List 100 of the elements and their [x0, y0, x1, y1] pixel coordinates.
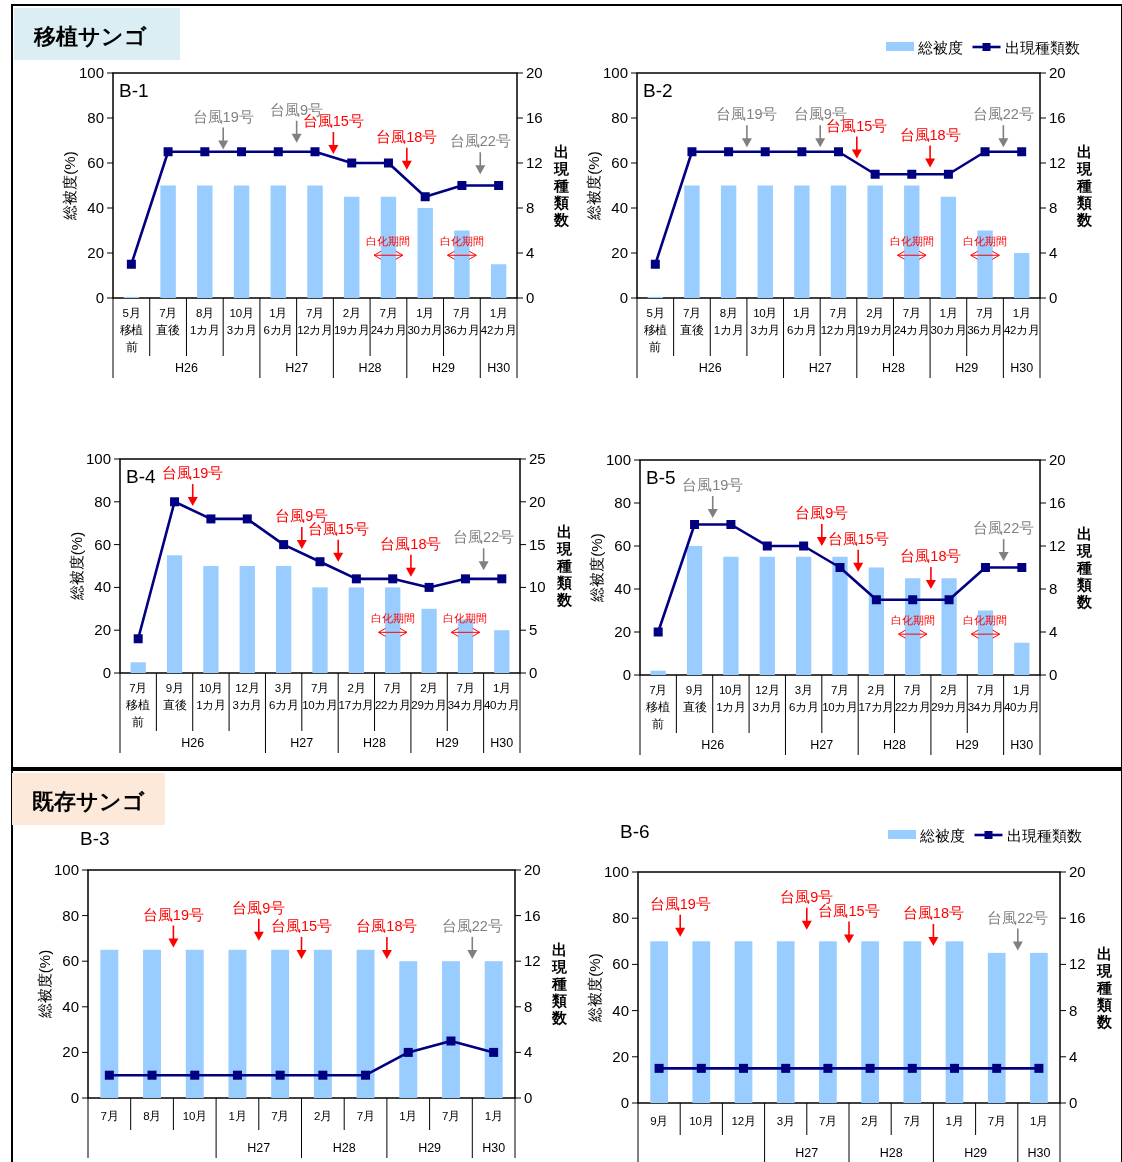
- y-tick-label: 20: [87, 244, 104, 261]
- y2-tick-label: 0: [529, 664, 538, 681]
- bar: [796, 556, 812, 675]
- y2-tick-label: 4: [524, 1043, 533, 1061]
- y2-tick-label: 20: [529, 492, 546, 510]
- bar: [686, 546, 703, 675]
- y2-tick-label: 12: [1069, 955, 1086, 973]
- x-tick-label: 5月移植前: [119, 307, 144, 353]
- bar: [759, 556, 775, 675]
- bar: [868, 567, 884, 675]
- x-tick-label: 10月: [182, 1110, 207, 1122]
- y2-tick-label: 20: [1049, 64, 1066, 81]
- bar: [417, 208, 433, 298]
- bar: [940, 196, 957, 298]
- annotation: 台風18号: [899, 126, 961, 143]
- y2-tick-label: 0: [1049, 289, 1058, 306]
- point: [907, 169, 917, 179]
- annotation: 台風22号: [441, 917, 503, 934]
- bar: [723, 556, 739, 675]
- y2-tick-label: 20: [1049, 451, 1066, 468]
- y-tick-label: 0: [622, 666, 631, 683]
- y2-tick-label: 20: [524, 861, 541, 878]
- x-tick-label: 1月42カ月: [1003, 307, 1040, 336]
- x-tick-label: 8月1カ月: [713, 307, 744, 336]
- y-axis-title: 総被度(%): [588, 533, 605, 603]
- point: [232, 1070, 242, 1080]
- y2-tick-label: 8: [526, 199, 535, 216]
- chart-subtitle: 既存サンゴ: [32, 789, 145, 814]
- y-tick-label: 0: [619, 289, 628, 306]
- y2-tick-label: 5: [529, 621, 538, 639]
- annotation: 台風9号: [795, 505, 849, 521]
- bar: [348, 587, 364, 673]
- annotation: 台風22号: [987, 909, 1049, 926]
- x-tick-label: 2月29カ月: [411, 682, 447, 711]
- x-tick-label: 7月24カ月: [370, 307, 407, 336]
- point: [424, 582, 434, 592]
- text: H30: [482, 1141, 506, 1155]
- text: H29: [435, 736, 459, 750]
- y-tick-label: 0: [95, 289, 104, 306]
- y2-tick-label: 10: [529, 578, 546, 596]
- y-tick-label: 40: [87, 199, 104, 216]
- y-tick-label: 60: [611, 154, 628, 171]
- y2-tick-label: 16: [1049, 494, 1066, 511]
- annotation: 台風19号: [716, 106, 778, 123]
- point: [690, 520, 700, 529]
- x-tick-label: 7月: [271, 1110, 290, 1122]
- point: [237, 147, 247, 157]
- point: [446, 1036, 456, 1046]
- bar: [494, 630, 510, 673]
- x-tick-label: 7月移植前: [126, 682, 151, 728]
- y2-tick-label: 16: [1049, 109, 1066, 126]
- bar: [233, 185, 250, 298]
- point: [133, 634, 143, 644]
- annotation: 白化期間: [366, 235, 411, 248]
- point: [944, 595, 954, 605]
- y-tick-label: 60: [87, 154, 104, 171]
- x-tick-label: 12月3カ月: [232, 682, 263, 711]
- annotation: 台風19号: [192, 108, 254, 125]
- text: H30: [1010, 738, 1034, 752]
- chart-subtitle: 移植サンゴ: [33, 24, 147, 49]
- y-tick-label: 40: [611, 199, 628, 216]
- y-tick-label: 40: [614, 580, 631, 597]
- text: H29: [418, 1141, 442, 1155]
- chart-title: B-1: [119, 80, 149, 101]
- annotation: 台風22号: [449, 133, 511, 150]
- bar: [307, 185, 323, 298]
- point: [799, 541, 809, 551]
- x-tick-label: 7月34カ月: [967, 684, 1004, 713]
- y-axis-title: 総被度(%): [586, 953, 603, 1023]
- bar: [130, 662, 146, 673]
- y2-tick-label: 12: [526, 154, 543, 171]
- bar: [941, 578, 957, 675]
- y2-tick-label: 8: [1049, 580, 1058, 597]
- y-axis-title: 総被度(%): [68, 531, 85, 602]
- y2-tick-label: 12: [1049, 154, 1066, 171]
- x-tick-label: 5月移植前: [643, 307, 668, 353]
- point: [361, 1070, 371, 1080]
- x-tick-label: 1月: [399, 1110, 418, 1122]
- chart-title: B-4: [126, 466, 156, 487]
- legend-label: 出現種類数: [1006, 827, 1082, 844]
- point: [460, 574, 470, 584]
- annotation: 台風9号: [780, 888, 834, 905]
- y-tick-label: 20: [614, 623, 631, 640]
- annotation: 白化期間: [443, 612, 488, 625]
- y2-axis-title: 出現種類数: [1095, 944, 1113, 1030]
- text: H26: [181, 736, 205, 750]
- y-tick-label: 0: [70, 1089, 79, 1106]
- x-tick-label: 7月: [442, 1110, 460, 1122]
- text: H27: [808, 361, 832, 375]
- point: [497, 574, 507, 584]
- annotation: 白化期間: [889, 235, 934, 248]
- x-tick-label: 1月40カ月: [484, 682, 520, 711]
- point: [908, 595, 918, 605]
- point: [200, 147, 210, 157]
- x-tick-label: 8月1カ月: [190, 307, 220, 336]
- point: [687, 147, 697, 157]
- annotation: 台風22号: [453, 529, 515, 546]
- text: H27: [247, 1141, 271, 1155]
- text: H28: [358, 361, 382, 375]
- y-tick-label: 0: [620, 1094, 629, 1111]
